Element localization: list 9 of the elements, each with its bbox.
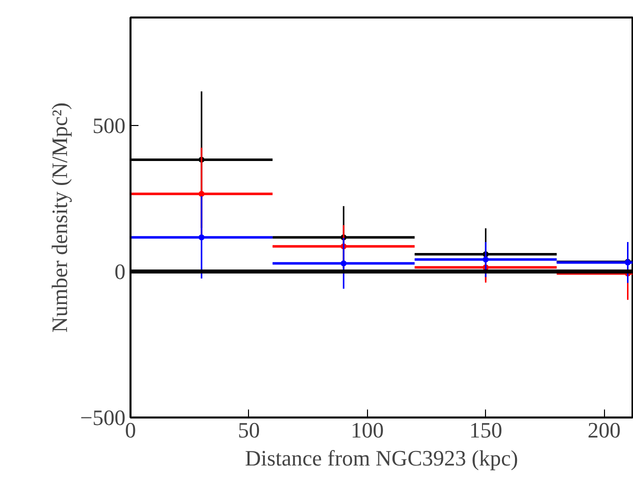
x-tick-label: 150 — [469, 418, 502, 442]
y-axis-title: Number density (N/Mpc²) — [47, 102, 72, 333]
y-tick-label: −500 — [80, 405, 126, 430]
x-tick-label: 50 — [238, 418, 260, 442]
y-tick-label: 0 — [114, 259, 126, 284]
x-tick-label: 100 — [350, 418, 384, 442]
y-tick-label: 500 — [92, 113, 126, 138]
x-axis-title: Distance from NGC3923 (kpc) — [244, 446, 518, 470]
x-tick-label: 200 — [588, 418, 621, 442]
